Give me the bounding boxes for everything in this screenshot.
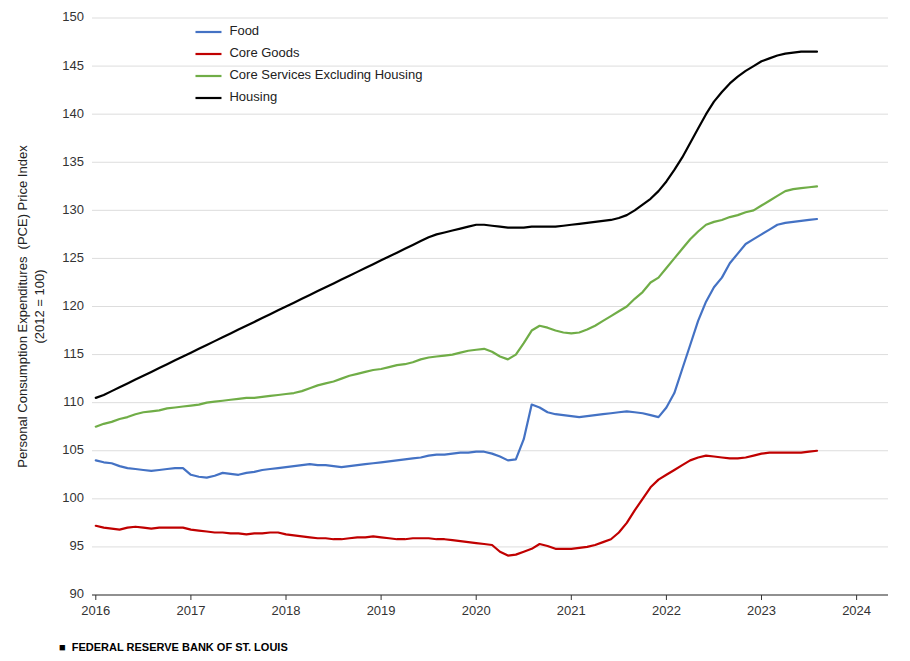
series-line [96,219,817,478]
legend-label: Food [229,23,259,38]
background [0,0,910,661]
y-tick-label: 120 [62,298,84,313]
legend-swatch [195,75,221,77]
grid-line [92,258,888,259]
x-tick [666,595,667,600]
y-tick-label: 95 [70,538,84,553]
x-tick [286,595,287,600]
x-tick [476,595,477,600]
x-tick [856,595,857,600]
chart: 90 95 100 105 110 115 120 125 130 135 140 145 150 201… [0,0,910,661]
legend-label: Core Goods [229,45,300,60]
grid-line [92,114,888,115]
x-tick [571,595,572,600]
footer-note: ■ FEDERAL RESERVE BANK OF ST. LOUIS [59,641,288,653]
legend-swatch [195,31,221,33]
grid-line [92,595,888,596]
legend-swatch [195,97,221,99]
legend-label: Housing [229,89,277,104]
x-axis-line [92,595,888,596]
grid-line [92,354,888,355]
x-tick-label: 2020 [462,603,491,618]
x-tick [381,595,382,600]
y-axis-label: Personal Consumption Expenditures (PCE) … [15,145,47,468]
grid-line [92,498,888,499]
legend-swatch [195,53,221,55]
x-tick-label: 2024 [842,603,871,618]
y-axis: 90 95 100 105 110 115 120 125 130 135 140 145 150 [62,9,888,601]
legend-label: Core Services Excluding Housing [229,67,422,82]
x-tick [761,595,762,600]
x-tick-label: 2022 [652,603,681,618]
x-tick [190,595,191,600]
y-tick-label: 130 [62,202,84,217]
x-tick [95,595,96,600]
y-tick-label: 90 [70,586,84,601]
y-tick-label: 125 [62,250,84,265]
y-tick-label: 115 [63,346,84,361]
x-tick-label: 2019 [367,603,396,618]
series-line [96,52,817,398]
series-line [96,186,817,426]
y-tick-label: 100 [62,490,84,505]
x-axis: 2016 2017 2018 2019 2020 2021 2022 2023 2024 [81,595,888,618]
grid-line [92,306,888,307]
x-tick-label: 2023 [747,603,776,618]
grid-line [92,66,888,67]
grid-line [92,450,888,451]
y-tick-label: 150 [62,9,84,24]
y-tick-label: 140 [62,106,84,121]
y-tick-label: 110 [63,394,84,409]
grid-line [92,18,888,19]
x-tick-label: 2017 [176,603,205,618]
x-tick-label: 2018 [272,603,301,618]
x-tick-label: 2021 [557,603,586,618]
y-tick-label: 145 [62,58,84,73]
grid-line [92,210,888,211]
x-tick-label: 2016 [81,603,110,618]
grid-line [92,162,888,163]
series-line [96,451,817,556]
grid-line [92,546,888,547]
legend: Food Core Goods Core Services Excluding Ho… [195,23,422,104]
plot-area [96,52,817,556]
y-tick-label: 105 [62,442,84,457]
y-tick-label: 135 [62,154,84,169]
